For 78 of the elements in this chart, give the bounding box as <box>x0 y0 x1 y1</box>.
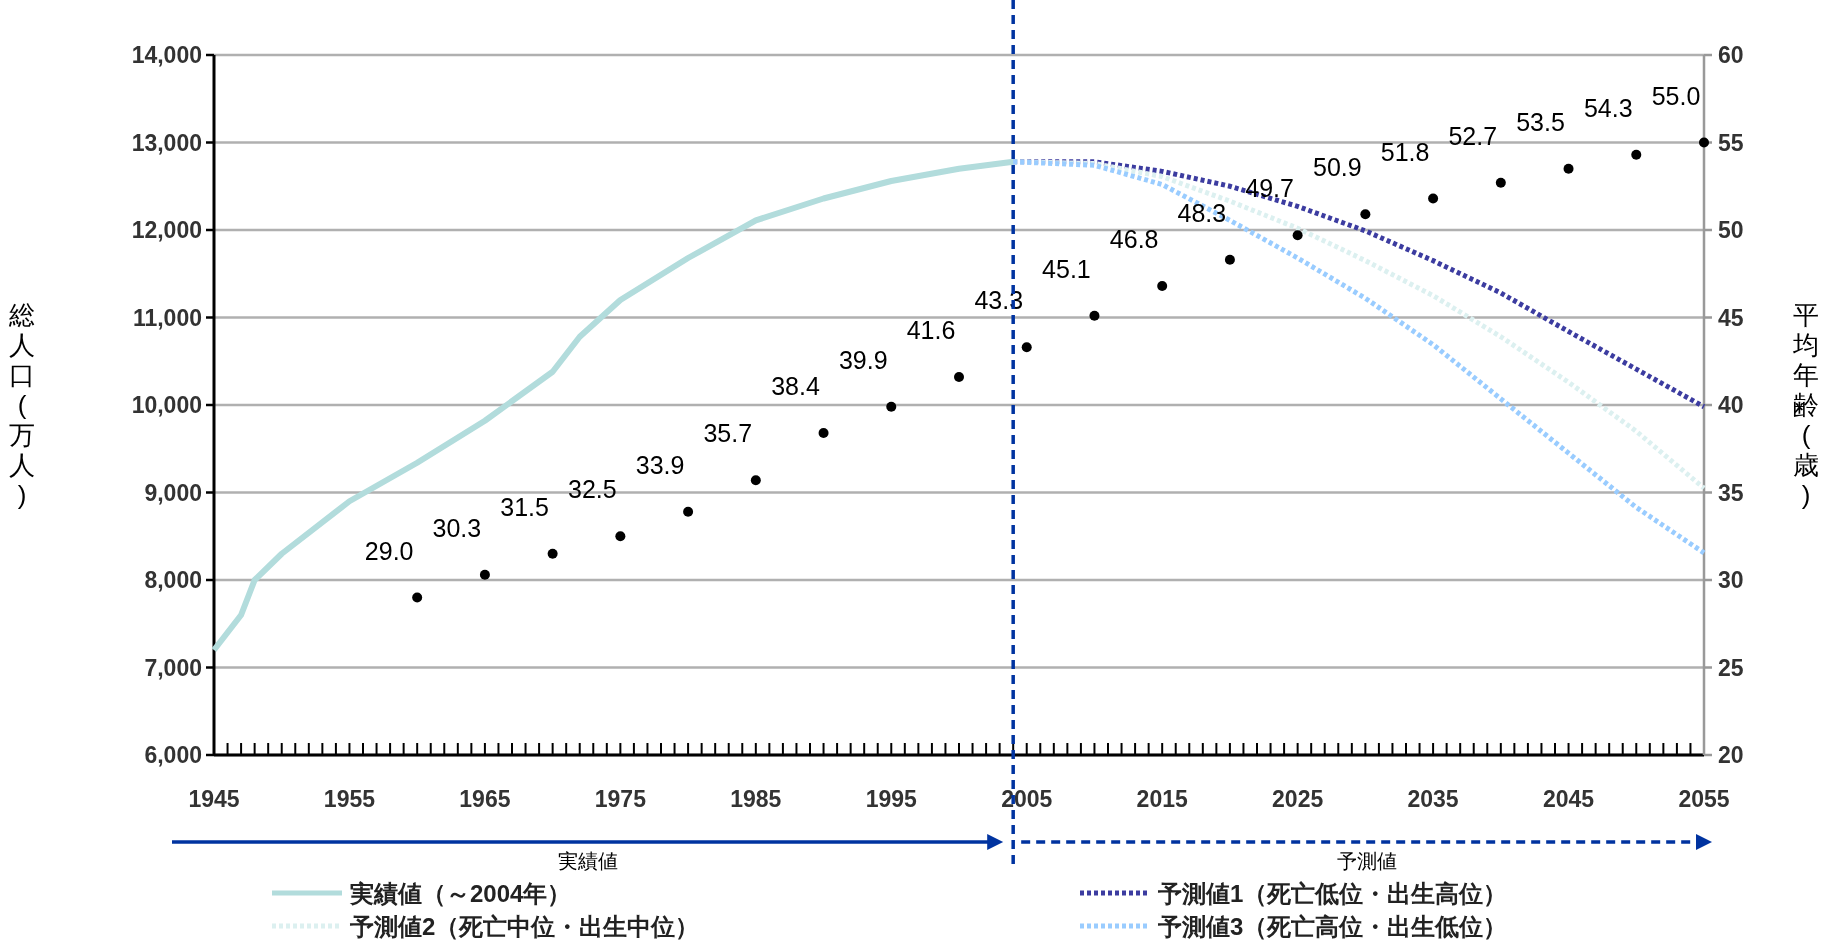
data-label: 29.0 <box>364 536 414 565</box>
data-label: 55.0 <box>1651 81 1701 110</box>
y-axis-title: 総人口(万人) <box>8 300 35 510</box>
point <box>1428 193 1439 204</box>
y2-tick-label: 35 <box>1718 479 1744 506</box>
point <box>1021 342 1032 353</box>
x-tick-label: 1975 <box>594 786 647 812</box>
point <box>886 401 897 412</box>
legend-label: 予測値1（死亡低位・出生高位） <box>1157 880 1508 907</box>
x-tick-label: 2005 <box>1001 786 1053 812</box>
point <box>954 372 964 382</box>
data-label: 50.9 <box>1313 153 1362 182</box>
point <box>1495 177 1506 188</box>
data-label: 31.5 <box>500 492 549 521</box>
point <box>818 428 829 438</box>
y-tick-label: 11,000 <box>132 304 202 331</box>
point <box>479 569 490 580</box>
data-label: 49.7 <box>1245 174 1294 203</box>
y2-tick-label: 25 <box>1718 654 1744 681</box>
point <box>412 592 423 603</box>
data-label: 32.5 <box>568 475 617 504</box>
point <box>1631 149 1642 160</box>
x-tick-label: 1985 <box>730 786 782 812</box>
data-label: 52.7 <box>1448 121 1498 150</box>
y-tick-label: 7,000 <box>144 654 202 681</box>
data-label: 46.8 <box>1109 225 1159 253</box>
y2-tick-label: 40 <box>1718 392 1744 418</box>
y2-tick-label: 20 <box>1718 742 1744 768</box>
y-tick-label: 12,000 <box>131 217 202 243</box>
x-tick-label: 1945 <box>188 786 240 812</box>
legend-label: 予測値3（死亡高位・出生低位） <box>1157 913 1508 940</box>
point <box>1563 163 1574 174</box>
y-tick-label: 13,000 <box>131 129 202 156</box>
point <box>1224 254 1235 265</box>
y2-tick-label: 45 <box>1718 304 1744 331</box>
y2-tick-label: 55 <box>1718 129 1744 156</box>
text: 予測値 <box>1336 850 1397 872</box>
point <box>750 475 761 486</box>
data-label: 30.3 <box>432 513 482 542</box>
y-tick-label: 10,000 <box>131 392 202 418</box>
y-tick-label: 14,000 <box>131 42 202 68</box>
x-tick-label: 1955 <box>323 786 376 812</box>
x-tick-label: 1965 <box>459 786 511 812</box>
x-tick-label: 2015 <box>1136 786 1188 812</box>
x-tick-label: 1995 <box>865 786 918 812</box>
point <box>1157 281 1168 291</box>
y2-tick-label: 50 <box>1718 217 1744 243</box>
x-tick-label: 2035 <box>1407 786 1459 812</box>
point <box>1699 137 1709 148</box>
data-label: 33.9 <box>635 450 685 479</box>
point <box>615 531 626 542</box>
y2-axis-title: 平均年齢(歳) <box>1792 300 1819 510</box>
data-label: 43.3 <box>974 286 1024 315</box>
y-tick-label: 6,000 <box>144 742 202 768</box>
legend-label: 予測値2（死亡中位・出生中位） <box>349 913 700 940</box>
data-label: 41.6 <box>906 316 956 344</box>
point <box>683 506 694 517</box>
data-label: 48.3 <box>1177 198 1227 227</box>
y-tick-label: 9,000 <box>144 479 202 506</box>
y2-tick-label: 30 <box>1718 567 1744 593</box>
point <box>1089 310 1100 321</box>
point <box>547 548 558 559</box>
data-label: 53.5 <box>1516 107 1565 136</box>
x-tick-label: 2055 <box>1678 786 1730 812</box>
point <box>1360 209 1371 220</box>
data-label: 51.8 <box>1380 137 1430 166</box>
x-tick-label: 2025 <box>1272 786 1324 812</box>
data-label: 45.1 <box>1042 254 1091 283</box>
point <box>1292 230 1303 241</box>
text: 実績値 <box>557 850 618 872</box>
data-label: 35.7 <box>703 419 753 448</box>
data-label: 38.4 <box>771 372 820 400</box>
data-label: 39.9 <box>838 345 888 374</box>
data-label: 54.3 <box>1583 93 1633 122</box>
legend-label: 実績値（～2004年） <box>349 880 572 907</box>
y-tick-label: 8,000 <box>144 567 202 593</box>
x-tick-label: 2045 <box>1542 786 1595 812</box>
y2-tick-label: 60 <box>1718 42 1744 68</box>
